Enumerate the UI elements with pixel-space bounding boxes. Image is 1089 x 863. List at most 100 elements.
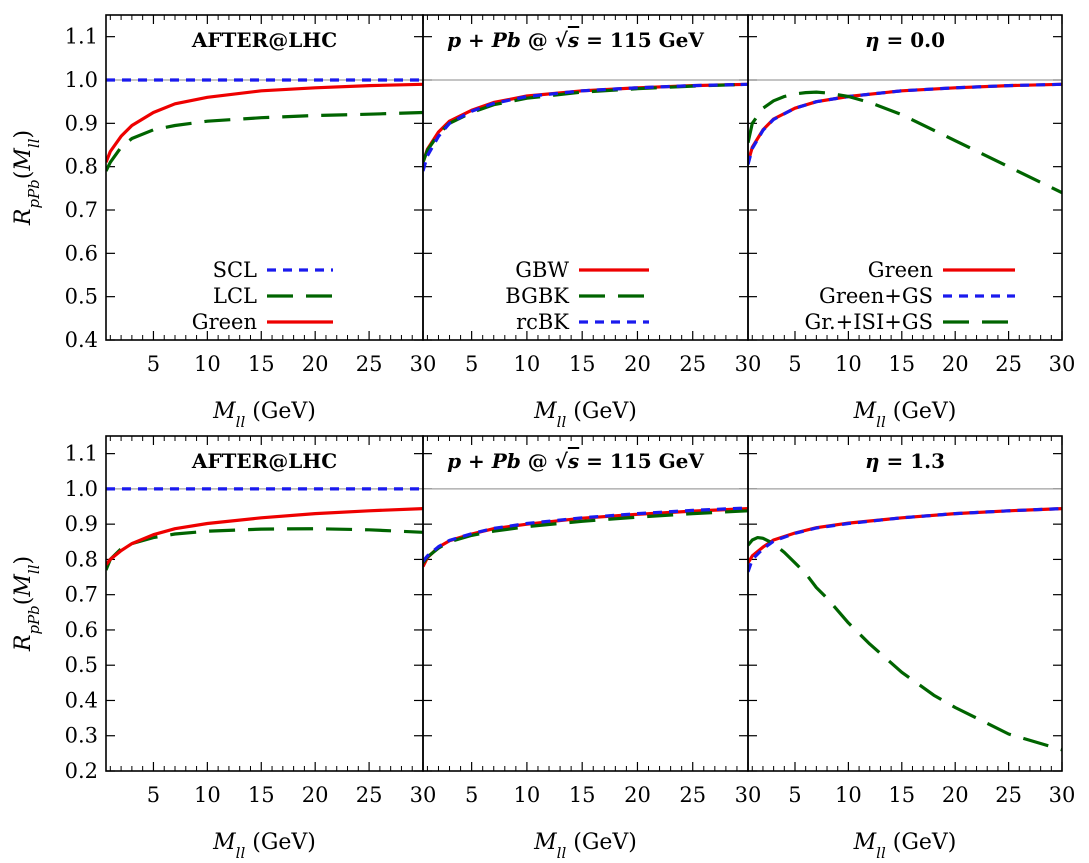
panel-title-part: Pb — [491, 28, 521, 52]
series-group — [748, 507, 1062, 752]
x-axis-unit: (GeV) — [245, 399, 316, 424]
x-tick-label: 15 — [569, 783, 596, 807]
x-tick-label: 15 — [569, 352, 596, 376]
x-axis-title: Mll (GeV) — [212, 399, 316, 431]
y-axis-var: R — [11, 209, 36, 227]
series-line-green — [748, 507, 1062, 564]
y-tick-label: 1.1 — [65, 25, 98, 49]
x-tick-label: 15 — [888, 352, 915, 376]
series-line-lcl — [106, 110, 423, 172]
x-tick-label: 25 — [679, 783, 706, 807]
series-group — [423, 506, 748, 568]
x-tick-label: 20 — [624, 352, 651, 376]
legend-label: Green+GS — [819, 284, 933, 308]
panel-title: p + Pb @ √s = 115 GeV — [447, 449, 704, 473]
legend-label: SCL — [213, 258, 257, 282]
x-tick-label: 30 — [410, 783, 437, 807]
y-tick-label: 0.6 — [65, 241, 98, 265]
legend-label: LCL — [213, 284, 257, 308]
panel-title-part: + — [461, 28, 492, 52]
x-tick-label: 30 — [735, 783, 762, 807]
panel-title-part: = 115 GeV — [579, 449, 704, 473]
x-axis-title: Mll (GeV) — [533, 399, 637, 431]
panel-frames — [105, 14, 1063, 772]
y-axis-arg-sub: ll — [25, 564, 43, 574]
x-tick-label: 20 — [942, 352, 969, 376]
series-group — [106, 487, 423, 571]
legend-label: Gr.+ISI+GS — [804, 310, 933, 334]
x-tick-label: 10 — [194, 352, 221, 376]
legend-label: rcBK — [516, 310, 569, 334]
x-axis-title: Mll (GeV) — [853, 830, 957, 862]
series-line-gbw — [423, 82, 748, 163]
panel-title-part: η — [865, 28, 880, 52]
y-axis-title: RpPb(Mll) — [11, 130, 43, 226]
x-tick-label: 15 — [248, 783, 275, 807]
x-tick-label: 5 — [147, 352, 160, 376]
y-tick-label: 0.8 — [65, 155, 98, 179]
panel-title-part: @ — [521, 449, 555, 473]
series-line-rcbk — [423, 82, 748, 172]
x-tick-label: 30 — [1049, 352, 1076, 376]
panel-title-part: s — [567, 449, 579, 473]
panel-title-part: = 115 GeV — [579, 28, 704, 52]
y-tick-label: 0.3 — [65, 724, 98, 748]
x-axis-var: M — [212, 830, 236, 855]
series-line-bgbk — [423, 509, 748, 564]
x-tick-label: 25 — [995, 352, 1022, 376]
x-tick-label: 25 — [356, 352, 383, 376]
x-axis-var: M — [212, 399, 236, 424]
panel-title-part: Pb — [491, 449, 521, 473]
y-tick-label: 1.1 — [65, 442, 98, 466]
legend-label: GBW — [515, 258, 569, 282]
x-tick-label: 5 — [147, 783, 160, 807]
panel-title-part: = 1.3 — [880, 449, 945, 473]
x-tick-label: 20 — [624, 783, 651, 807]
x-tick-label: 30 — [410, 352, 437, 376]
y-axis-var: R — [11, 635, 36, 653]
x-tick-label: 25 — [679, 352, 706, 376]
x-axis-unit: (GeV) — [566, 399, 637, 424]
panel-title-part: p — [447, 28, 461, 52]
series-group — [423, 82, 748, 172]
y-tick-label: 0.2 — [65, 759, 98, 783]
series-line-green — [748, 82, 1062, 163]
panel-title: AFTER@LHC — [191, 449, 337, 473]
x-axis-unit: (GeV) — [886, 399, 957, 424]
panel-title: η = 1.3 — [865, 449, 945, 473]
panel-frame — [422, 14, 749, 341]
y-axis-paren: ( — [11, 597, 36, 606]
y-tick-label: 0.8 — [65, 547, 98, 571]
panel-frame — [105, 14, 424, 341]
x-axis-var: M — [533, 830, 557, 855]
x-axis-sub: ll — [557, 844, 567, 862]
series-line-green-gs — [748, 507, 1062, 573]
x-tick-label: 5 — [788, 783, 801, 807]
y-tick-label: 0.9 — [65, 512, 98, 536]
panel-frame — [105, 435, 424, 772]
series-group — [748, 82, 1062, 195]
y-axis-paren: ) — [11, 556, 36, 565]
legend-label: Green — [192, 310, 257, 334]
series-line-bgbk — [423, 82, 748, 163]
y-tick-label: 0.4 — [65, 688, 98, 712]
y-tick-label: 0.9 — [65, 111, 98, 135]
x-tick-label: 10 — [514, 352, 541, 376]
x-axis-title: Mll (GeV) — [212, 830, 316, 862]
x-axis-sub: ll — [557, 413, 567, 431]
legend-label: Green — [868, 258, 933, 282]
y-axis-arg-var: M — [11, 148, 36, 172]
panel-title-part: AFTER@LHC — [191, 28, 337, 52]
series-group — [106, 78, 423, 172]
series-line-gbw — [423, 507, 748, 568]
x-tick-label: 20 — [302, 783, 329, 807]
x-tick-label: 10 — [194, 783, 221, 807]
y-tick-label: 0.4 — [65, 328, 98, 352]
x-axis-unit: (GeV) — [245, 830, 316, 855]
x-axis-title: Mll (GeV) — [853, 399, 957, 431]
legend-label: BGBK — [505, 284, 569, 308]
panel-title: p + Pb @ √s = 115 GeV — [447, 28, 704, 52]
y-tick-label: 0.6 — [65, 618, 98, 642]
x-axis-sub: ll — [236, 844, 246, 862]
x-axis-sub: ll — [876, 844, 886, 862]
